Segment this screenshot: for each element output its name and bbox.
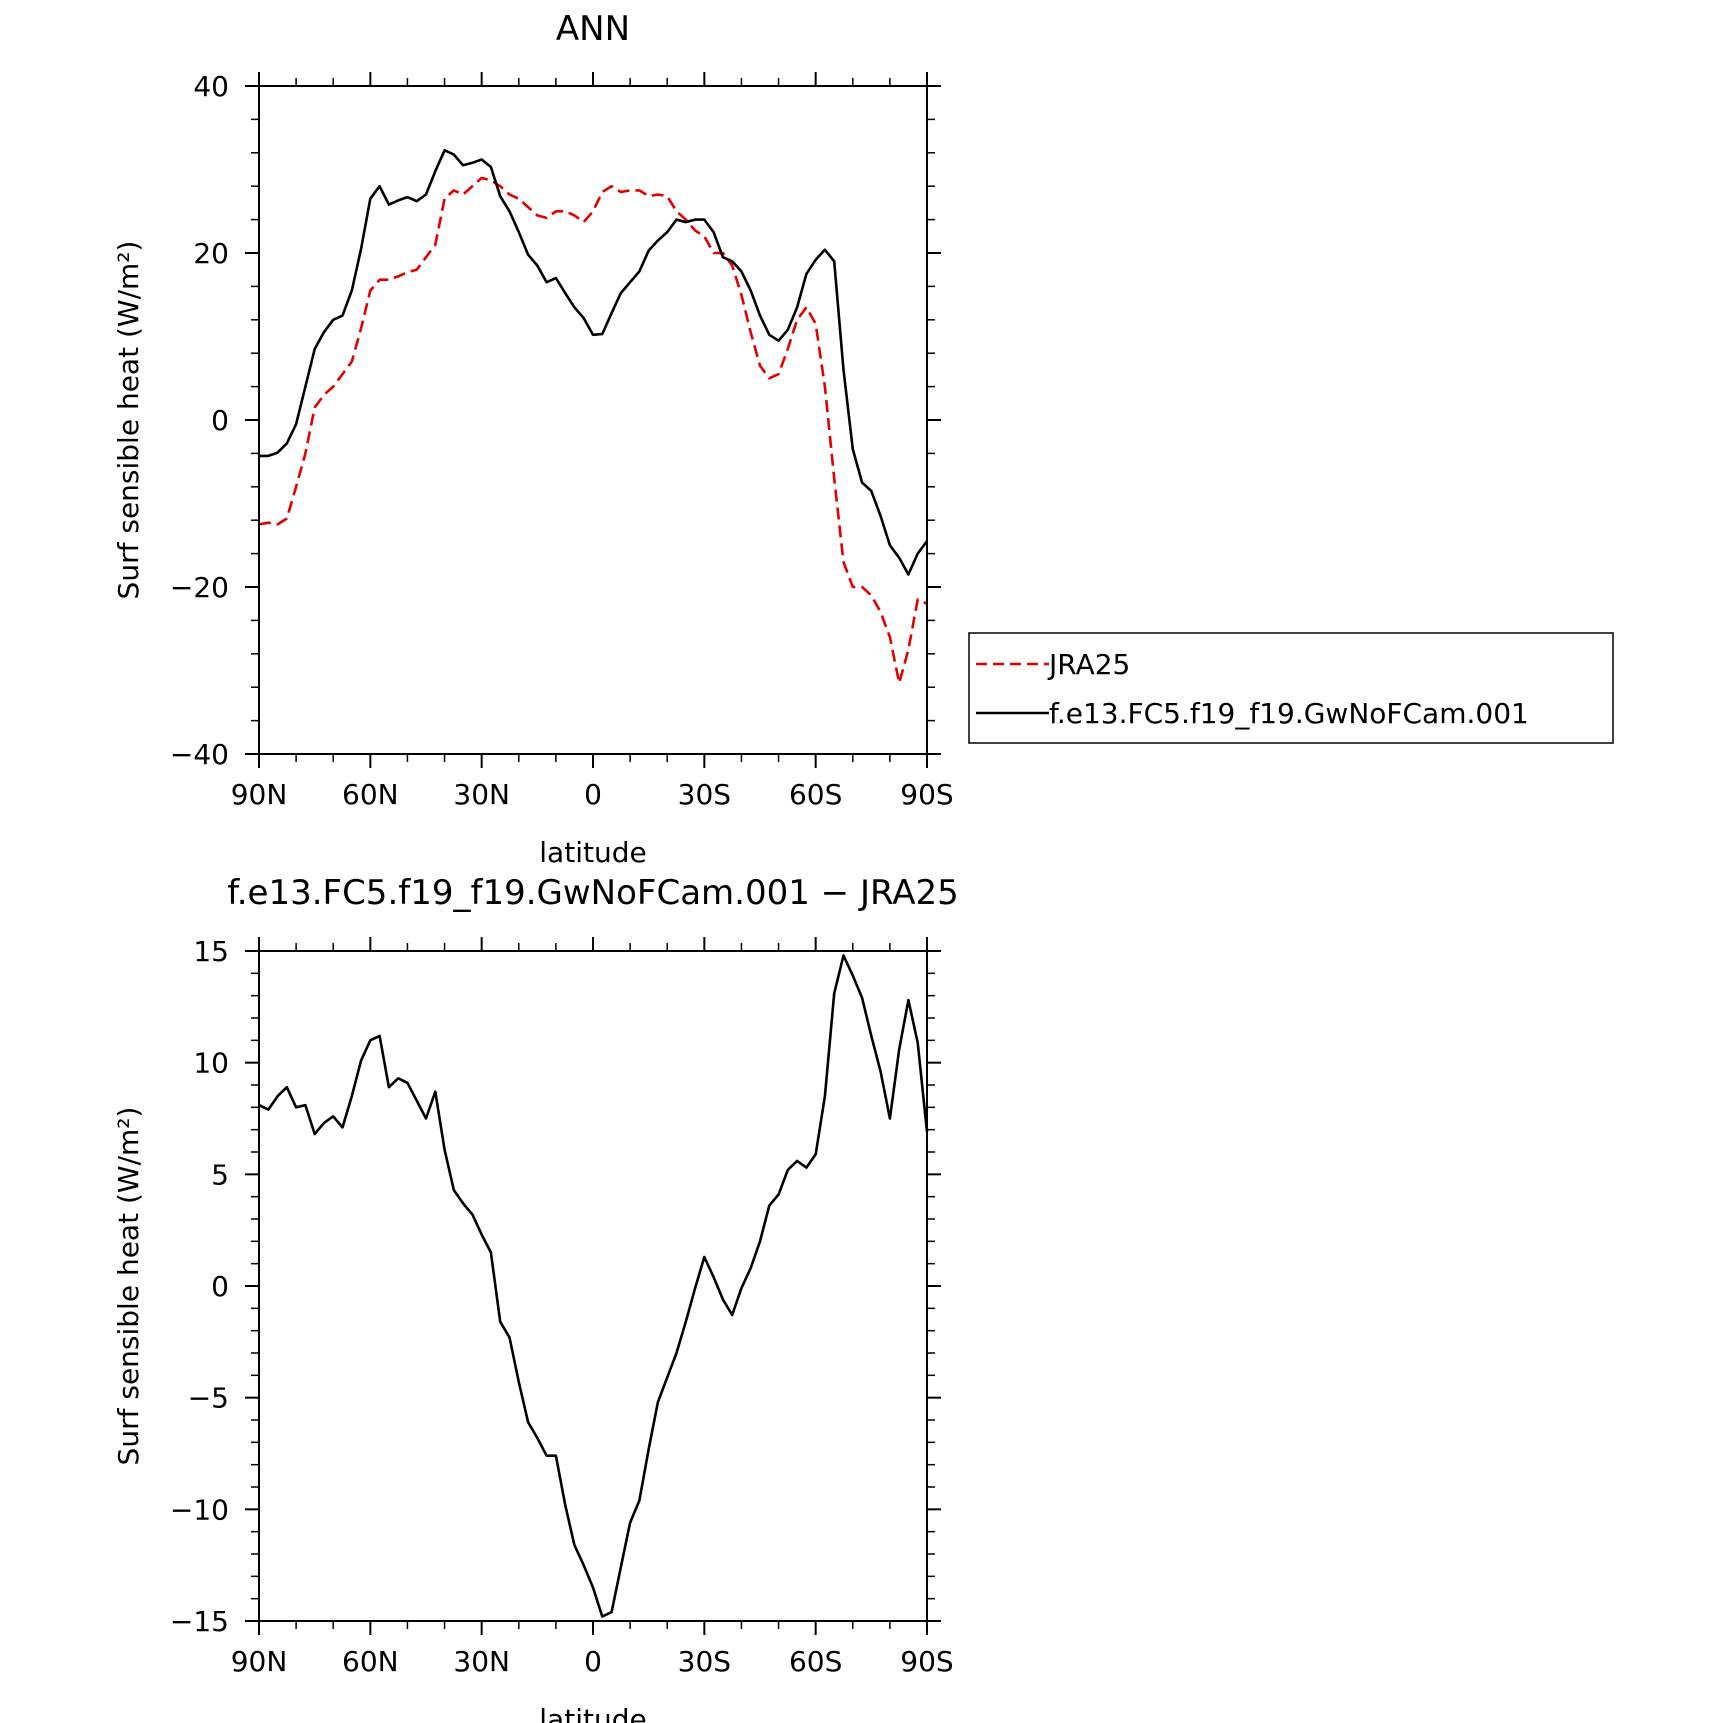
top-x-tick-label: 30S xyxy=(678,778,731,811)
top-x-tick-label: 0 xyxy=(584,778,602,811)
bottom-y-tick-label: −15 xyxy=(170,1605,229,1638)
top-y-tick-label: 40 xyxy=(193,70,229,103)
bottom-chart-title: f.e13.FC5.f19_f19.GwNoFCam.001 − JRA25 xyxy=(227,873,959,913)
top-y-axis-label: Surf sensible heat (W/m²) xyxy=(112,241,145,600)
bottom-x-tick-label: 90S xyxy=(900,1645,953,1678)
legend-label-model: f.e13.FC5.f19_f19.GwNoFCam.001 xyxy=(1049,697,1529,730)
bottom-y-tick-label: 5 xyxy=(211,1158,229,1191)
top-x-tick-label: 90N xyxy=(231,778,288,811)
bottom-x-tick-label: 0 xyxy=(584,1645,602,1678)
bottom-x-tick-label: 30S xyxy=(678,1645,731,1678)
bottom-x-tick-label: 60S xyxy=(789,1645,842,1678)
top-y-tick-label: 0 xyxy=(211,404,229,437)
bottom-x-tick-label: 60N xyxy=(342,1645,399,1678)
legend-label-jra25: JRA25 xyxy=(1047,648,1130,681)
top-y-tick-label: −40 xyxy=(170,738,229,771)
bottom-plot-frame xyxy=(258,950,928,1622)
bottom-y-tick-label: −5 xyxy=(188,1382,229,1415)
top-y-tick-label: 20 xyxy=(193,237,229,270)
top-panel: ANN 90N 60N 30N 0 30S 60S 90S −40 −20 0 20 40 latit… xyxy=(112,9,954,869)
bottom-y-tick-label: 0 xyxy=(211,1270,229,1303)
bottom-y-tick-label: 15 xyxy=(193,935,229,968)
top-plot-frame xyxy=(258,85,928,755)
top-y-tick-label: −20 xyxy=(170,571,229,604)
top-x-tick-label: 60S xyxy=(789,778,842,811)
legend: JRA25 f.e13.FC5.f19_f19.GwNoFCam.001 xyxy=(968,632,1614,744)
bottom-panel: f.e13.FC5.f19_f19.GwNoFCam.001 − JRA25 9… xyxy=(112,873,959,1723)
bottom-series-line-0 xyxy=(258,954,929,1618)
top-series-line-0 xyxy=(258,176,928,685)
legend-box xyxy=(968,632,1614,744)
top-x-tick-label: 30N xyxy=(453,778,510,811)
bottom-y-tick-label: −10 xyxy=(170,1493,229,1526)
top-x-axis-label: latitude xyxy=(539,836,646,869)
bottom-y-axis-label: Surf sensible heat (W/m²) xyxy=(112,1107,145,1466)
bottom-y-tick-label: 10 xyxy=(193,1047,229,1080)
top-chart-title: ANN xyxy=(556,9,630,49)
top-x-tick-label: 90S xyxy=(900,778,953,811)
top-x-tick-label: 60N xyxy=(342,778,399,811)
top-series-line-1 xyxy=(259,149,929,576)
bottom-x-tick-label: 30N xyxy=(453,1645,510,1678)
bottom-x-axis-label: latitude xyxy=(539,1703,646,1723)
bottom-x-tick-label: 90N xyxy=(231,1645,288,1678)
